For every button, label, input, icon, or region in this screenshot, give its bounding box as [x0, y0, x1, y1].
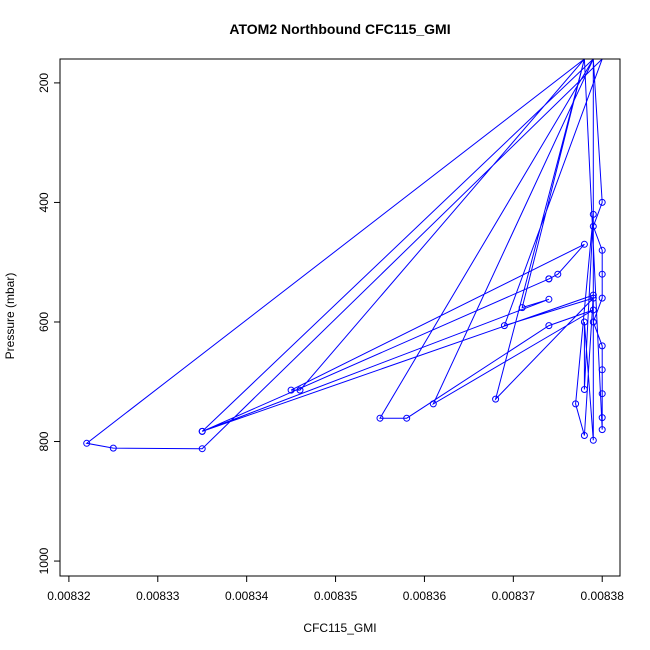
data-point	[403, 414, 411, 422]
y-tick-label: 400	[37, 192, 51, 212]
data-point	[598, 426, 606, 434]
y-tick-label: 1000	[37, 547, 51, 574]
data-point	[580, 432, 588, 439]
data-point	[545, 295, 553, 303]
data-point	[598, 414, 606, 422]
data-point	[589, 436, 597, 444]
data-point	[492, 395, 500, 403]
data-point	[198, 445, 206, 453]
x-tick-label: 0.00838	[581, 589, 625, 603]
data-point	[572, 400, 580, 408]
x-tick-label: 0.00837	[492, 589, 536, 603]
data-point	[287, 386, 295, 394]
data-point	[376, 414, 384, 422]
y-tick-label: 600	[37, 312, 51, 332]
data-point	[580, 386, 588, 393]
data-point	[109, 444, 117, 452]
data-point	[589, 306, 597, 314]
data-point	[518, 304, 526, 312]
data-point	[589, 210, 597, 218]
data-point	[429, 400, 437, 408]
data-point	[580, 240, 588, 248]
data-point	[580, 318, 588, 326]
data-point	[589, 291, 597, 299]
data-point	[598, 390, 606, 398]
series-line	[85, 59, 603, 450]
x-axis: 0.00832 0.00833 0.00834 0.00835 0.00836 0.008…	[47, 575, 625, 603]
data-point	[198, 427, 206, 435]
y-axis: 200 400 600 800 1000	[37, 73, 61, 574]
x-axis-label: CFC115_GMI	[303, 621, 376, 635]
data-point	[545, 322, 553, 330]
y-tick-label: 800	[37, 431, 51, 451]
data-point	[589, 294, 597, 302]
data-point	[589, 222, 597, 230]
plot-area	[83, 59, 606, 453]
x-tick-label: 0.00832	[47, 589, 91, 603]
data-point	[598, 246, 606, 254]
data-point	[83, 439, 91, 447]
data-point	[598, 270, 606, 278]
data-point	[554, 270, 562, 278]
data-point	[598, 198, 606, 206]
data-point	[296, 386, 304, 394]
data-point	[598, 294, 606, 302]
x-tick-label: 0.00835	[314, 589, 358, 603]
data-point	[589, 318, 597, 326]
chart-title: ATOM2 Northbound CFC115_GMI	[229, 21, 450, 37]
data-point	[598, 366, 606, 374]
x-tick-label: 0.00834	[225, 589, 269, 603]
data-point	[500, 322, 508, 330]
x-tick-label: 0.00833	[136, 589, 180, 603]
data-point	[598, 342, 606, 350]
data-point	[545, 275, 553, 283]
x-tick-label: 0.00836	[403, 589, 447, 603]
y-tick-label: 200	[37, 73, 51, 93]
y-axis-label: Pressure (mbar)	[3, 273, 17, 360]
